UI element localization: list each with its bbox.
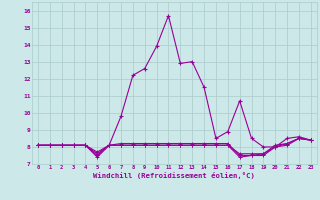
X-axis label: Windchill (Refroidissement éolien,°C): Windchill (Refroidissement éolien,°C) [93, 172, 255, 179]
